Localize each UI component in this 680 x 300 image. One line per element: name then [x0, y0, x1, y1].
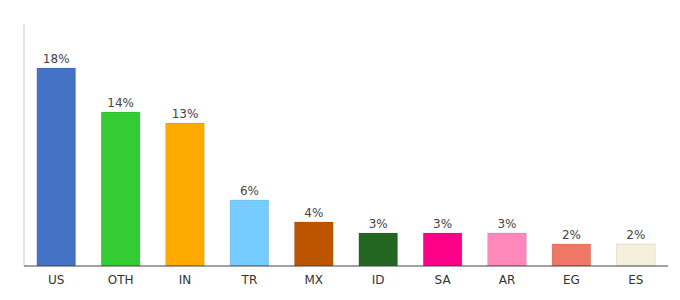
chart: US OTH IN TR MX ID SA AR EG ES 18% 14% 13% 6% 4% 3% 3% 3%…: [0, 0, 680, 300]
data-label: 3%: [433, 217, 452, 231]
x-tick-label: IN: [179, 273, 192, 287]
x-tick-label: SA: [435, 273, 452, 287]
bar: [423, 233, 462, 266]
x-tick-label: AR: [499, 273, 516, 287]
x-tick-labels: US OTH IN TR MX ID SA AR EG ES: [48, 273, 643, 287]
bar: [294, 222, 333, 266]
bar: [230, 200, 269, 266]
x-tick-label: US: [48, 273, 64, 287]
bar: [37, 68, 76, 266]
x-tick-label: EG: [563, 273, 580, 287]
x-tick-label: TR: [241, 273, 258, 287]
x-tick-label: MX: [305, 273, 324, 287]
data-label: 4%: [304, 206, 323, 220]
data-label: 6%: [240, 184, 259, 198]
data-labels: 18% 14% 13% 6% 4% 3% 3% 3% 2% 2%: [43, 52, 645, 242]
data-label: 3%: [369, 217, 388, 231]
y-axis-line: [24, 24, 25, 266]
bar: [359, 233, 398, 266]
x-axis-line: [24, 266, 668, 267]
data-label: 2%: [562, 228, 581, 242]
x-tick-label: ID: [372, 273, 385, 287]
data-label: 3%: [497, 217, 516, 231]
data-label: 13%: [172, 107, 199, 121]
bar: [616, 244, 655, 266]
data-label: 14%: [107, 96, 134, 110]
bar: [166, 123, 205, 266]
x-tick-label: ES: [628, 273, 643, 287]
x-tick-label: OTH: [108, 273, 134, 287]
chart-container: US OTH IN TR MX ID SA AR EG ES 18% 14% 13% 6% 4% 3% 3% 3%…: [0, 0, 680, 300]
bars: [37, 68, 655, 266]
bar: [488, 233, 527, 266]
data-label: 2%: [626, 228, 645, 242]
bar: [101, 112, 140, 266]
bar: [552, 244, 591, 266]
data-label: 18%: [43, 52, 70, 66]
